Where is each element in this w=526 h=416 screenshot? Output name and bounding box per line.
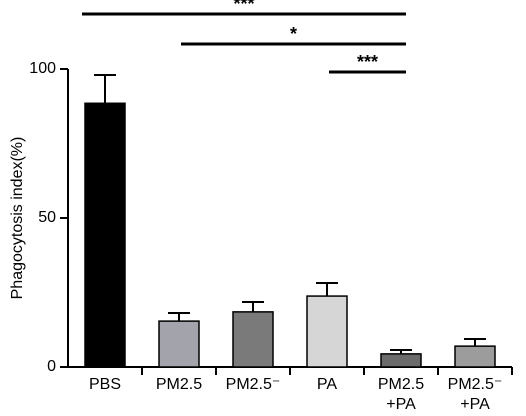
x-tick-label: PM2.5 (156, 376, 202, 393)
x-tick-label: PM2.5 +PA (378, 376, 424, 413)
x-tick-label: PM2.5⁻ (226, 376, 281, 393)
significance-label: * (290, 24, 297, 44)
y-axis-label: Phagocytosis index(%) (9, 137, 26, 300)
x-tick-label: PA (317, 376, 337, 393)
bar (84, 102, 126, 368)
y-tick-label: 50 (38, 209, 56, 226)
bar (454, 345, 496, 368)
significance-label: *** (233, 0, 254, 14)
bar (232, 311, 274, 368)
x-tick-label: PBS (89, 376, 121, 393)
x-tick-label: PM2.5⁻ +PA (448, 376, 503, 413)
bar (158, 320, 200, 368)
y-tick-label: 0 (47, 358, 56, 375)
y-tick-label: 100 (29, 60, 56, 77)
bar (306, 295, 348, 368)
bar (380, 353, 422, 368)
significance-label: *** (357, 52, 378, 72)
